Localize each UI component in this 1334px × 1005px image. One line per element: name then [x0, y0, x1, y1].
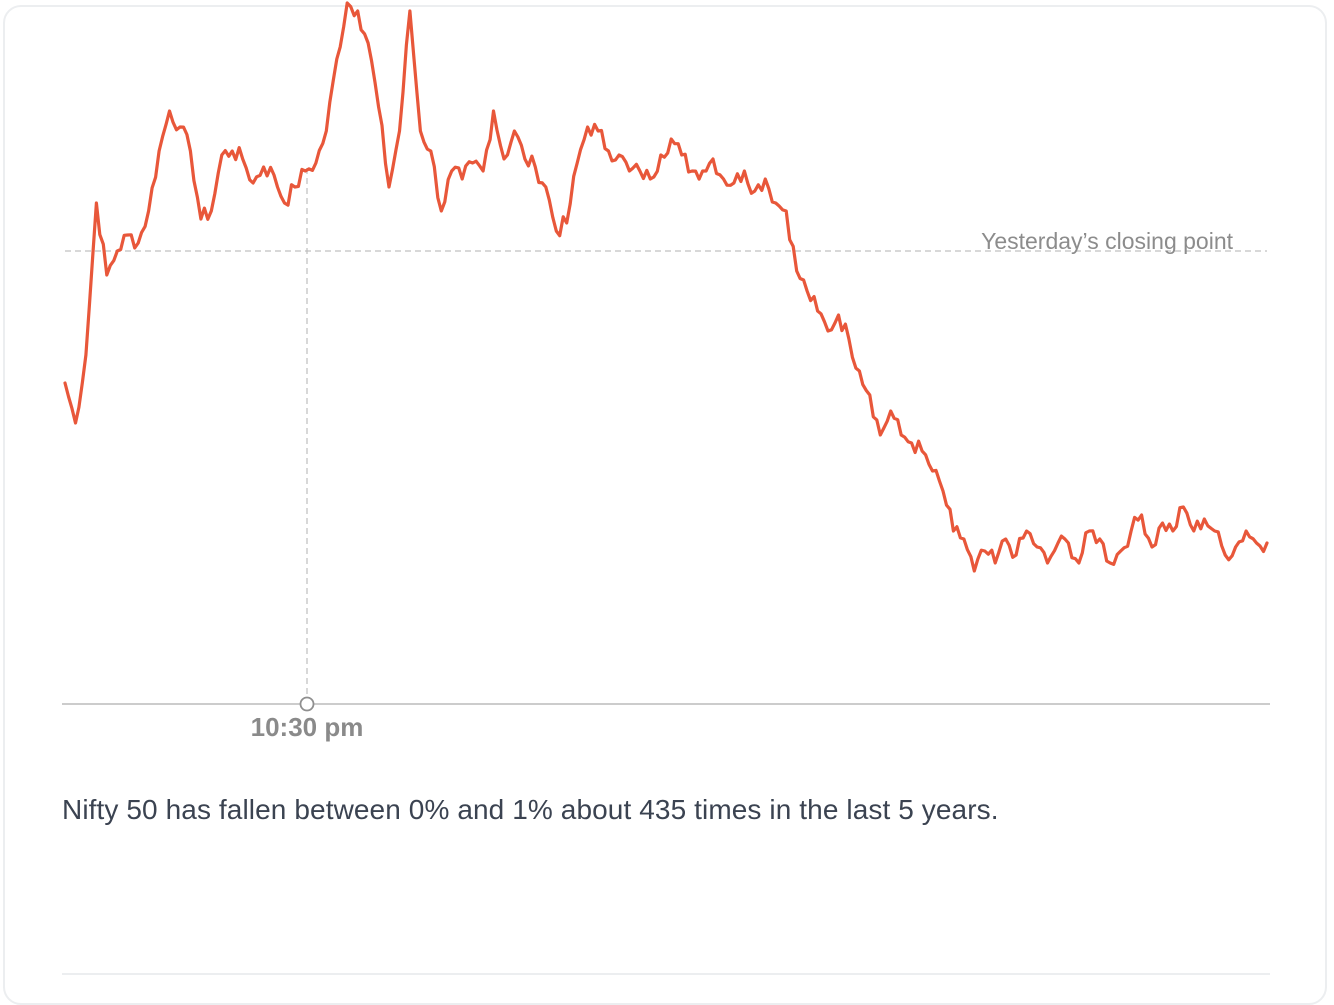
chart-card	[3, 5, 1327, 1005]
hover-time-label: 10:30 pm	[251, 712, 364, 742]
divider	[62, 973, 1270, 975]
series-line	[63, 1, 1269, 573]
chart-caption: Nifty 50 has fallen between 0% and 1% ab…	[62, 794, 999, 825]
reference-line-label: Yesterday’s closing point	[981, 228, 1233, 254]
hover-marker[interactable]	[299, 696, 315, 712]
intraday-line-chart: Yesterday’s closing point 10:30 pm	[62, 1, 1270, 742]
